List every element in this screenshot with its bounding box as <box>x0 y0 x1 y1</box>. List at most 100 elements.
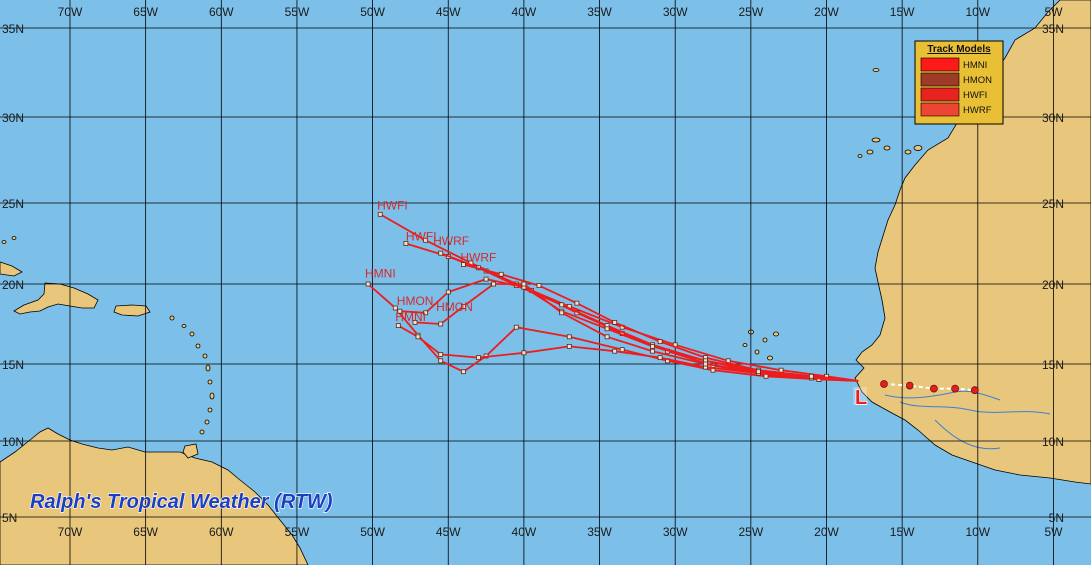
legend: Track Models HMNI HMON HWFI HWRF <box>914 40 1004 125</box>
track-point <box>498 271 504 277</box>
track-point <box>491 281 497 287</box>
track-point <box>476 355 481 361</box>
track-point <box>612 319 618 325</box>
latitude-label-left: 15N <box>2 358 24 372</box>
track-label-hmni: HMNI <box>365 267 396 281</box>
track-point <box>574 300 580 306</box>
track-point <box>650 343 655 349</box>
track-point <box>397 308 403 314</box>
islands-east-atlantic <box>742 68 923 361</box>
legend-swatch <box>920 57 960 72</box>
track-point <box>365 281 371 287</box>
south-america-landmass <box>0 427 309 565</box>
longitude-label-top: 50W <box>360 5 385 19</box>
track-point <box>395 323 401 329</box>
track-point <box>438 250 444 256</box>
longitude-label-top: 10W <box>965 5 990 19</box>
track-point <box>559 302 565 308</box>
hispaniola-landmass <box>13 282 99 315</box>
longitude-label-bottom: 10W <box>965 525 990 539</box>
longitude-label-bottom: 30W <box>663 525 688 539</box>
track-point <box>604 334 610 340</box>
longitude-label-bottom: 5W <box>1044 525 1063 539</box>
latitude-label-right: 10N <box>1042 435 1064 449</box>
longitude-label-top: 55W <box>285 5 310 19</box>
forecast-point <box>880 380 888 388</box>
track-point <box>423 310 429 316</box>
latitude-label-left: 10N <box>2 435 24 449</box>
longitude-label-bottom: 50W <box>360 525 385 539</box>
legend-swatch <box>920 87 960 102</box>
latitude-label-left: 30N <box>2 111 24 125</box>
track-point <box>521 350 527 356</box>
longitude-label-top: 70W <box>58 5 83 19</box>
track-point <box>445 289 451 295</box>
track-label-hwrf: HWRF <box>433 234 469 248</box>
longitude-label-bottom: 15W <box>890 525 915 539</box>
legend-label: HWFI <box>963 90 987 101</box>
longitude-label-bottom: 60W <box>209 525 234 539</box>
track-label-hmon: HMON <box>397 294 434 308</box>
track-point <box>415 334 421 340</box>
forecast-point <box>930 384 938 393</box>
latitude-labels-right: 35N 30N 25N 20N 15N 10N 5N <box>1042 22 1064 525</box>
forecast-point <box>905 381 914 390</box>
track-point <box>756 369 761 375</box>
track-point <box>377 211 383 217</box>
longitude-labels-top: 70W 65W 60W 55W 50W 45W 40W 35W 30W 25W 20W 15W 10W 5… <box>58 5 1063 19</box>
track-line-hmon <box>397 324 859 382</box>
longitude-label-top: 30W <box>663 5 688 19</box>
legend-label: HMNI <box>963 60 987 71</box>
track-point <box>438 321 444 327</box>
branding-text: Ralph's Tropical Weather (RTW) <box>30 491 333 513</box>
track-line-hmon <box>399 278 859 382</box>
track-point <box>619 347 625 353</box>
latitude-label-left: 20N <box>2 278 24 292</box>
track-point <box>703 361 708 367</box>
track-point <box>392 305 398 311</box>
track-point <box>460 262 466 268</box>
latitude-label-left: 25N <box>2 197 24 211</box>
track-line-hmni <box>414 283 859 382</box>
track-point <box>423 237 429 243</box>
track-point <box>559 310 565 316</box>
model-tracks <box>365 211 859 382</box>
cuba-landmass <box>0 261 23 277</box>
islands-lesser-antilles <box>1 236 215 435</box>
track-point <box>513 324 519 330</box>
longitude-label-top: 65W <box>133 5 158 19</box>
forecast-points <box>880 380 979 395</box>
longitude-labels-bottom: 70W 65W 60W 55W 50W 45W 40W 35W 30W 25W 20W 15W 10W 5… <box>58 525 1063 539</box>
longitude-label-bottom: 35W <box>587 525 612 539</box>
puerto-rico-landmass <box>113 304 151 317</box>
track-point <box>809 373 814 379</box>
storm-center: L <box>853 386 868 410</box>
forecast-point <box>951 384 959 393</box>
track-point <box>650 348 655 354</box>
latitude-label-left: 5N <box>2 511 17 525</box>
longitude-label-bottom: 20W <box>814 525 839 539</box>
track-point <box>536 283 542 289</box>
track-point <box>566 343 572 349</box>
latitude-label-right: 25N <box>1042 197 1064 211</box>
legend-label: HWRF <box>963 105 992 116</box>
track-point <box>657 339 663 345</box>
longitude-label-bottom: 65W <box>133 525 158 539</box>
longitude-label-bottom: 25W <box>739 525 764 539</box>
track-point <box>460 369 466 375</box>
track-point <box>438 351 444 357</box>
track-point <box>483 276 489 282</box>
track-label-hmon: HMON <box>436 300 473 314</box>
longitude-label-bottom: 70W <box>58 525 83 539</box>
longitude-label-bottom: 45W <box>436 525 461 539</box>
legend-label: HMON <box>963 75 992 86</box>
track-point <box>778 367 784 373</box>
longitude-label-top: 60W <box>209 5 234 19</box>
track-label-hwfi: HWFI <box>406 229 437 243</box>
legend-items: HMNI HMON HWFI HWRF <box>920 57 992 117</box>
latitude-label-right: 5N <box>1049 511 1064 525</box>
